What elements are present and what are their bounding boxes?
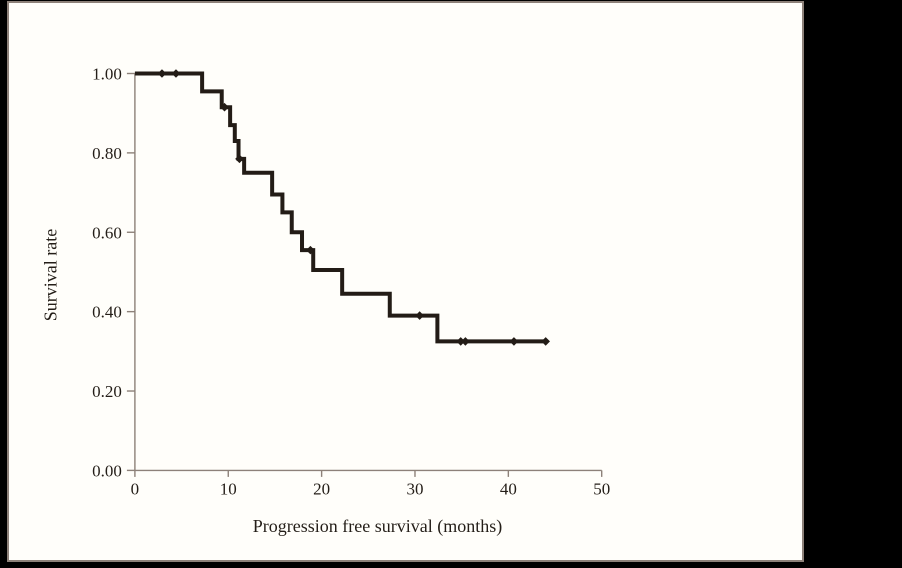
y-axis-title: Survival rate (40, 228, 61, 322)
figure-panel: Survival rate Progression free survival … (7, 1, 804, 562)
x-axis-title: Progression free survival (months) (252, 516, 503, 536)
